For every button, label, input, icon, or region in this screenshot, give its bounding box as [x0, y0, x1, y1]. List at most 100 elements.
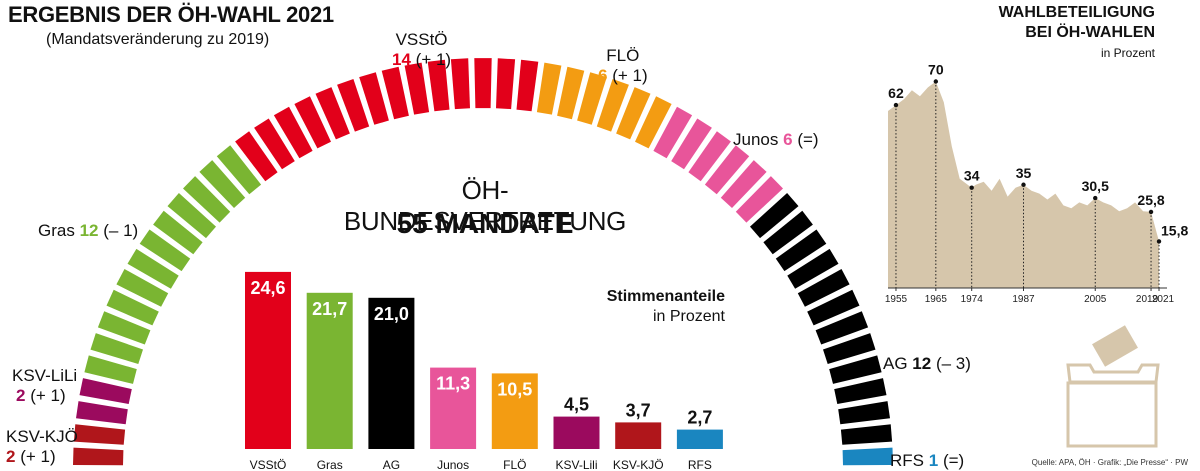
bar	[491, 373, 538, 449]
turnout-tick-label: 2021	[1152, 294, 1175, 305]
bar-category-label: Gras	[317, 458, 343, 471]
source-note: Quelle: APA, ÖH · Grafik: „Die Presse“ ·…	[1031, 458, 1188, 467]
turnout-tick-label: 1955	[885, 294, 908, 305]
turnout-tick-label: 2005	[1084, 294, 1107, 305]
ballot-box-lid	[1066, 363, 1160, 384]
bar-category-label: AG	[383, 458, 400, 471]
seat-ag	[787, 248, 839, 289]
seat-gras	[90, 333, 143, 364]
party-change: (+ 1)	[612, 66, 648, 85]
seat-ag	[750, 193, 799, 239]
party-name: Junos	[733, 130, 779, 149]
seat-gras	[84, 355, 137, 384]
turnout-point	[1148, 209, 1154, 215]
turnout-value-label: 70	[928, 62, 944, 78]
party-change: (– 1)	[103, 221, 139, 240]
party-seats: 1	[928, 451, 939, 470]
seat-ag	[815, 311, 869, 345]
party-seats: 6	[783, 130, 793, 149]
vote-share-bars: 24,6 VSStÖ 21,7 Gras 21,0 AG 11,3 Junos 10,5 FLÖ 4…	[245, 271, 723, 471]
seat-vsst	[337, 79, 370, 132]
bar-value-label: 4,5	[564, 395, 589, 415]
seat-gras	[153, 210, 203, 255]
party-label-floe: FLÖ 6 (+ 1)	[598, 46, 648, 86]
seat-junos	[671, 118, 712, 170]
seat-ksvlili	[79, 378, 132, 404]
party-name: FLÖ	[606, 46, 640, 65]
party-change: (=)	[797, 130, 819, 149]
turnout-point	[933, 79, 939, 84]
bar	[306, 292, 353, 449]
bar	[553, 416, 600, 449]
turnout-tick-label: 1987	[1012, 294, 1035, 305]
party-change: (=)	[942, 451, 965, 470]
seat-junos	[720, 160, 767, 208]
seat-vsst	[273, 106, 313, 159]
seat-vsst	[359, 72, 389, 125]
seat-fl	[616, 87, 651, 140]
seat-gras	[97, 311, 151, 345]
party-seats: 2	[16, 386, 26, 405]
bar	[676, 429, 723, 449]
party-label-junos: Junos 6 (=)	[733, 130, 819, 150]
seat-ag	[775, 229, 827, 272]
party-name: Gras	[38, 221, 75, 240]
turnout-value-label: 62	[888, 85, 904, 101]
vote-share-title: Stimmenanteile	[606, 288, 725, 305]
party-change: (+ 1)	[30, 386, 66, 405]
seat-fl	[635, 96, 672, 149]
bar-category-label: VSStÖ	[250, 458, 287, 471]
party-name: KSV-KJÖ	[6, 427, 78, 446]
bar-value-label: 11,3	[436, 374, 470, 394]
turnout-title-line1: WAHLBETEILIGUNG	[998, 4, 1155, 21]
seat-ksvlili	[76, 401, 128, 425]
seat-vsst	[235, 131, 278, 182]
turnout-area-chart: 62 70 34 35 30,5 25,8 15,8 1955 1965 1974 1987 2005…	[885, 62, 1189, 306]
seat-fl	[557, 66, 585, 120]
seat-ag	[840, 424, 893, 445]
seat-ag	[838, 401, 890, 425]
turnout-value-label: 34	[964, 168, 980, 184]
bar-value-label: 21,0	[374, 304, 409, 324]
bar-category-label: Junos	[437, 458, 469, 471]
seat-vsst	[294, 96, 331, 149]
ballot-paper	[1092, 325, 1138, 367]
party-label-ksvkjoe: KSV-KJÖ 2 (+ 1)	[6, 427, 78, 467]
seat-ag	[823, 333, 876, 364]
center-title: ÖH-BUNDESVERTRETUNG	[343, 175, 627, 236]
seat-gras	[127, 248, 179, 289]
center-subtitle: 55 MANDATE	[396, 208, 574, 239]
turnout-subtitle: in Prozent	[1100, 46, 1155, 60]
bar-value-label: 10,5	[497, 379, 532, 399]
seat-ag	[797, 269, 850, 307]
party-seats: 6	[598, 66, 608, 85]
seat-ag	[807, 289, 860, 326]
seat-vsst	[516, 59, 539, 112]
party-change: (+ 1)	[20, 447, 56, 466]
seat-junos	[704, 145, 750, 195]
seat-junos	[735, 176, 783, 223]
bar-value-label: 21,7	[312, 299, 347, 319]
seat-ag	[834, 378, 887, 404]
seat-ksvkj	[73, 424, 126, 445]
turnout-value-label: 30,5	[1082, 178, 1109, 194]
party-label-vsstoe: VSStÖ 14 (+ 1)	[392, 30, 451, 70]
seat-vsst	[450, 58, 470, 110]
turnout-tick-label: 1965	[925, 294, 948, 305]
bar	[245, 271, 291, 449]
seat-vsst	[404, 62, 430, 115]
seat-ag	[763, 210, 813, 255]
seat-gras	[199, 160, 246, 208]
party-change: (– 3)	[935, 354, 971, 373]
party-seats: 12	[912, 354, 932, 373]
seat-vsst	[496, 58, 516, 110]
party-label-gras: Gras 12 (– 1)	[38, 221, 138, 241]
bar-value-label: 2,7	[687, 408, 712, 428]
seat-ksvkj	[73, 447, 124, 466]
seat-gras	[106, 289, 159, 326]
party-seats: 14	[392, 50, 411, 69]
seat-vsst	[381, 66, 409, 120]
turnout-title: WAHLBETEILIGUNG BEI ÖH-WAHLEN	[999, 3, 1155, 43]
turnout-value-label: 35	[1016, 165, 1032, 181]
